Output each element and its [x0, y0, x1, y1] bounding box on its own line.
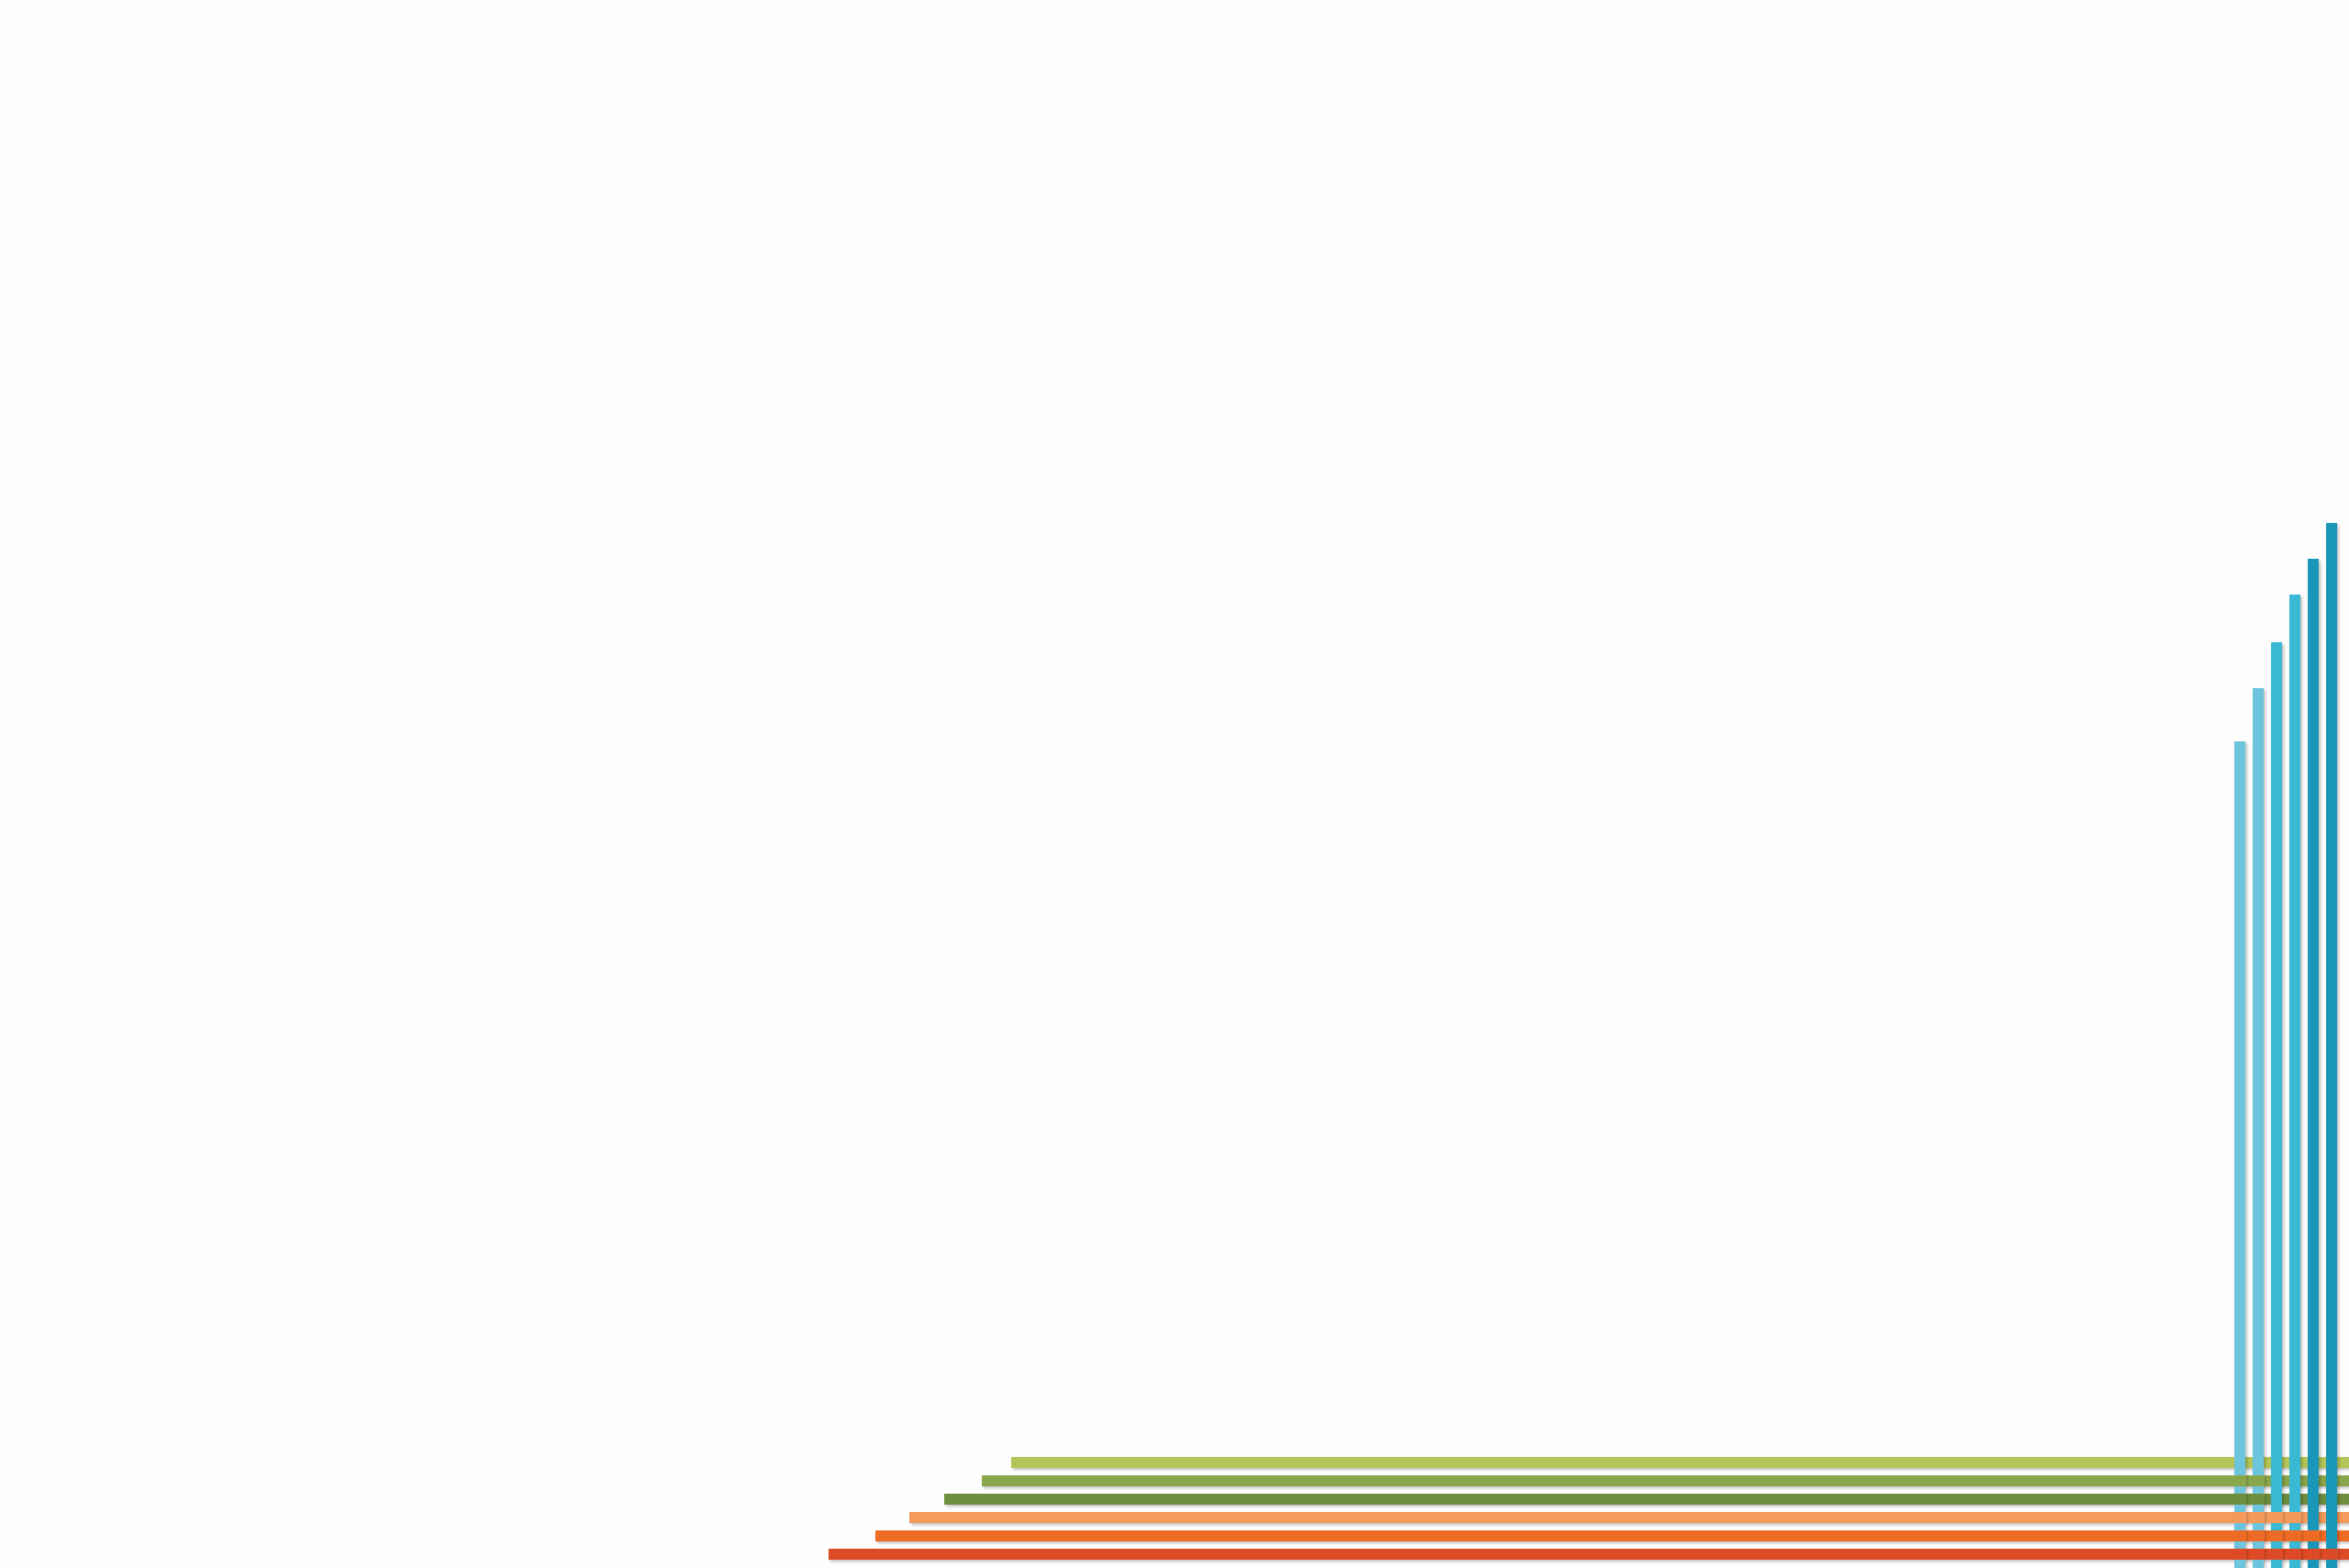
- vertical-strip: [2271, 642, 2282, 1568]
- strip-crossing: [2252, 1494, 2265, 1505]
- horizontal-strip: [909, 1512, 2349, 1523]
- horizontal-strip: [875, 1530, 2349, 1541]
- vertical-strip: [2253, 688, 2264, 1568]
- strip-crossing: [2325, 1549, 2338, 1560]
- vertical-strip: [2308, 559, 2319, 1568]
- horizontal-strip: [1011, 1457, 2349, 1468]
- vertical-strip: [2234, 741, 2245, 1568]
- strip-crossing: [2288, 1530, 2301, 1541]
- strip-crossing: [2252, 1530, 2265, 1541]
- horizontal-strip: [982, 1475, 2349, 1486]
- vertical-strip: [2289, 595, 2300, 1568]
- strip-crossing: [2233, 1494, 2246, 1505]
- strip-crossing: [2270, 1530, 2283, 1541]
- strip-crossing: [2307, 1549, 2320, 1560]
- strip-crossing: [2288, 1549, 2301, 1560]
- strip-crossing: [2252, 1512, 2265, 1523]
- strip-crossing: [2233, 1512, 2246, 1523]
- strip-crossing: [2233, 1530, 2246, 1541]
- vertical-strip: [2326, 523, 2337, 1568]
- strip-crossing: [2270, 1549, 2283, 1560]
- horizontal-strip: [944, 1494, 2349, 1505]
- strip-crossing: [2270, 1512, 2283, 1523]
- strip-crossing: [2288, 1512, 2301, 1523]
- strip-crossing: [2252, 1549, 2265, 1560]
- strip-crossing: [2307, 1530, 2320, 1541]
- horizontal-strip: [829, 1549, 2349, 1560]
- strip-crossing: [2233, 1475, 2246, 1486]
- strip-crossing: [2233, 1549, 2246, 1560]
- strip-crossing: [2252, 1475, 2265, 1486]
